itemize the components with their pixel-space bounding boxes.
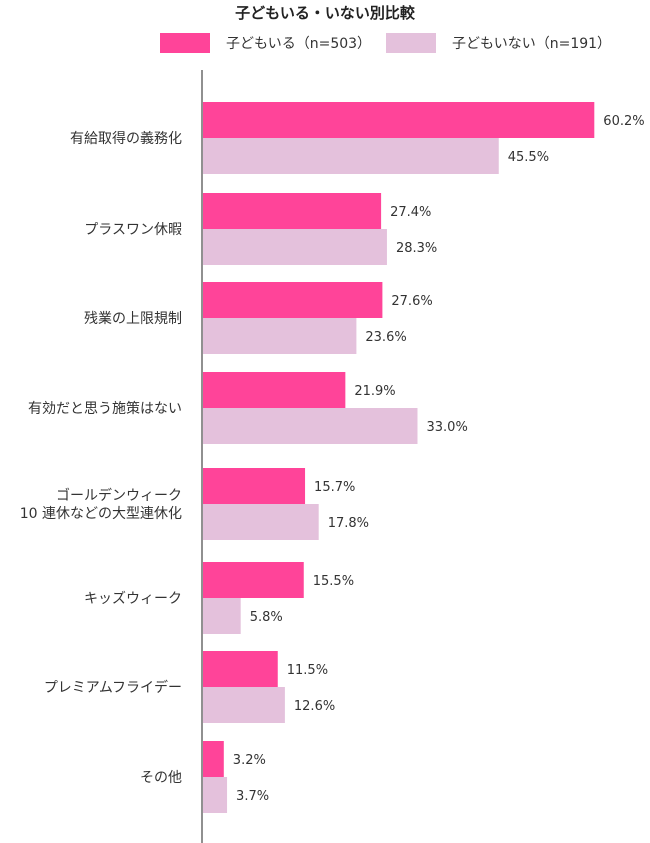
bar-value-label: 15.7% — [314, 480, 355, 495]
category-label: 10 連休などの大型連休化 — [20, 506, 182, 522]
bar-without-children — [203, 229, 387, 265]
bar-without-children — [203, 504, 319, 540]
bar-with-children — [203, 468, 306, 504]
category-label: キッズウィーク — [84, 591, 182, 607]
bar-with-children — [203, 651, 278, 687]
bar-value-label: 3.7% — [236, 789, 269, 804]
bar-value-label: 27.6% — [391, 294, 432, 309]
bar-with-children — [203, 193, 382, 229]
bar-value-label: 23.6% — [365, 330, 406, 345]
bar-without-children — [203, 687, 285, 723]
bar-without-children — [203, 138, 499, 174]
legend-label-with-children: 子どもいる（n=503） — [226, 36, 372, 52]
legend: 子どもいる（n=503） 子どもいない（n=191） — [0, 31, 650, 53]
bar-value-label: 15.5% — [313, 574, 354, 589]
category-label: その他 — [140, 770, 182, 786]
bar-with-children — [203, 562, 304, 598]
bar-without-children — [203, 598, 241, 634]
bar-value-label: 11.5% — [287, 663, 328, 678]
bar-value-label: 3.2% — [233, 753, 266, 768]
bar-without-children — [203, 777, 228, 813]
category-label: プラスワン休暇 — [84, 222, 182, 238]
bar-without-children — [203, 318, 357, 354]
legend-swatch-with-children — [160, 33, 210, 53]
category-label: ゴールデンウィーク — [56, 487, 182, 504]
bar-value-label: 17.8% — [328, 516, 369, 531]
legend-swatch-without-children — [386, 33, 436, 53]
bar-with-children — [203, 102, 595, 138]
category-label: 残業の上限規制 — [84, 311, 182, 327]
chart-title: 子どもいる・いない別比較 — [235, 4, 415, 22]
bar-with-children — [203, 372, 346, 408]
bar-value-label: 28.3% — [396, 241, 437, 256]
bar-value-label: 33.0% — [427, 420, 468, 435]
bar-without-children — [203, 408, 418, 444]
bar-value-label: 12.6% — [294, 699, 335, 714]
bar-value-label: 60.2% — [603, 114, 644, 129]
category-label: 有給取得の義務化 — [70, 130, 182, 147]
bar-value-label: 21.9% — [354, 384, 395, 399]
legend-label-without-children: 子どもいない（n=191） — [452, 36, 612, 52]
category-label: プレミアムフライデー — [44, 679, 182, 696]
bar-with-children — [203, 282, 383, 318]
bar-value-label: 45.5% — [508, 150, 549, 165]
category-label: 有効だと思う施策はない — [28, 400, 182, 417]
bar-value-label: 5.8% — [250, 610, 283, 625]
bar-value-label: 27.4% — [390, 205, 431, 220]
bar-with-children — [203, 741, 224, 777]
